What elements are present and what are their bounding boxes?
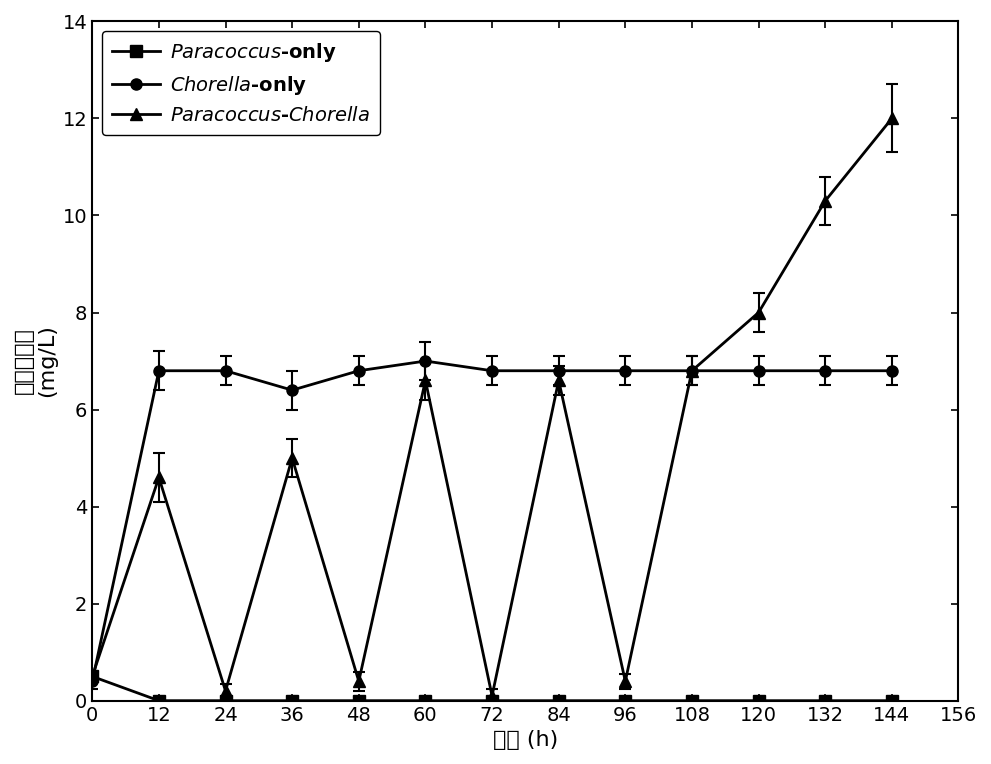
Legend: $\it{Paracoccus}$-only, $\it{Chorella}$-only, $\it{Paracoccus}$-$\it{Chorella}$: $\it{Paracoccus}$-only, $\it{Chorella}$-…: [102, 31, 380, 135]
X-axis label: 时间 (h): 时间 (h): [493, 730, 558, 750]
Y-axis label: 溶解氧浓度
(mg/L): 溶解氧浓度 (mg/L): [14, 325, 57, 397]
